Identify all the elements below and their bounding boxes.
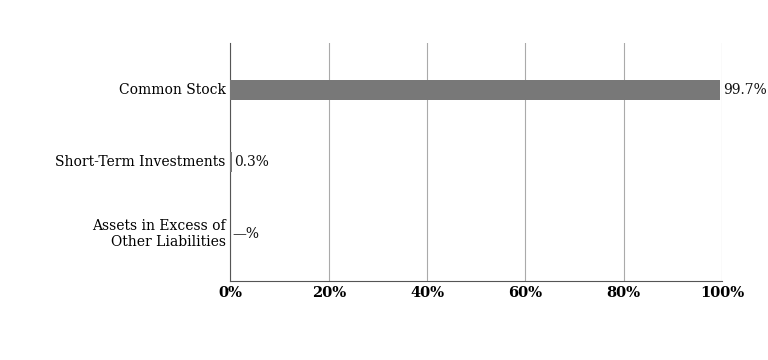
Text: 0.3%: 0.3% [234,155,270,169]
Text: —%: —% [233,227,260,241]
Text: 99.7%: 99.7% [723,83,766,97]
Bar [230,152,232,172]
Bar [230,80,720,100]
